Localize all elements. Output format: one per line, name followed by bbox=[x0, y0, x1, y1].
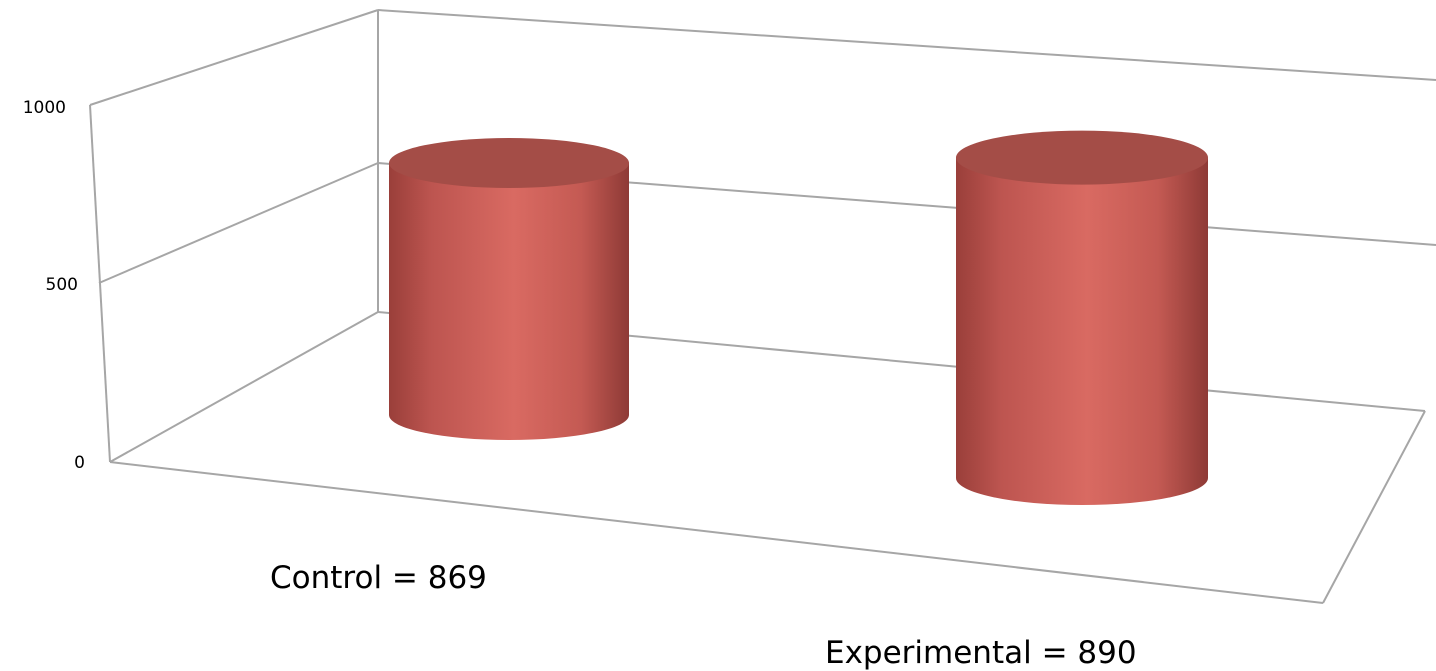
category-label-experimental: Experimental = 890 bbox=[825, 635, 1137, 671]
floor-right-edge bbox=[1322, 410, 1426, 604]
y-axis-ticks: 0 500 1000 bbox=[23, 98, 85, 473]
y-tick-label: 0 bbox=[74, 453, 85, 473]
floor-left-edge bbox=[109, 311, 379, 463]
gridlines bbox=[98, 162, 1436, 284]
gridline-left-wall bbox=[98, 162, 379, 284]
y-tick-label: 500 bbox=[46, 275, 78, 295]
bar-experimental bbox=[956, 130, 1208, 505]
left-wall-top-edge bbox=[89, 9, 379, 106]
bar-control bbox=[389, 137, 629, 441]
y-tick-label: 1000 bbox=[23, 98, 66, 118]
bars bbox=[389, 130, 1208, 505]
cylinder-body bbox=[956, 157, 1208, 505]
cylinder-top bbox=[956, 130, 1208, 185]
cylinder-top bbox=[389, 137, 629, 188]
cylinder-body bbox=[389, 162, 629, 441]
back-wall-top-edge bbox=[377, 9, 1436, 81]
floor-front-edge bbox=[109, 461, 1324, 604]
back-walls bbox=[89, 9, 1436, 463]
category-label-control: Control = 869 bbox=[270, 560, 487, 596]
